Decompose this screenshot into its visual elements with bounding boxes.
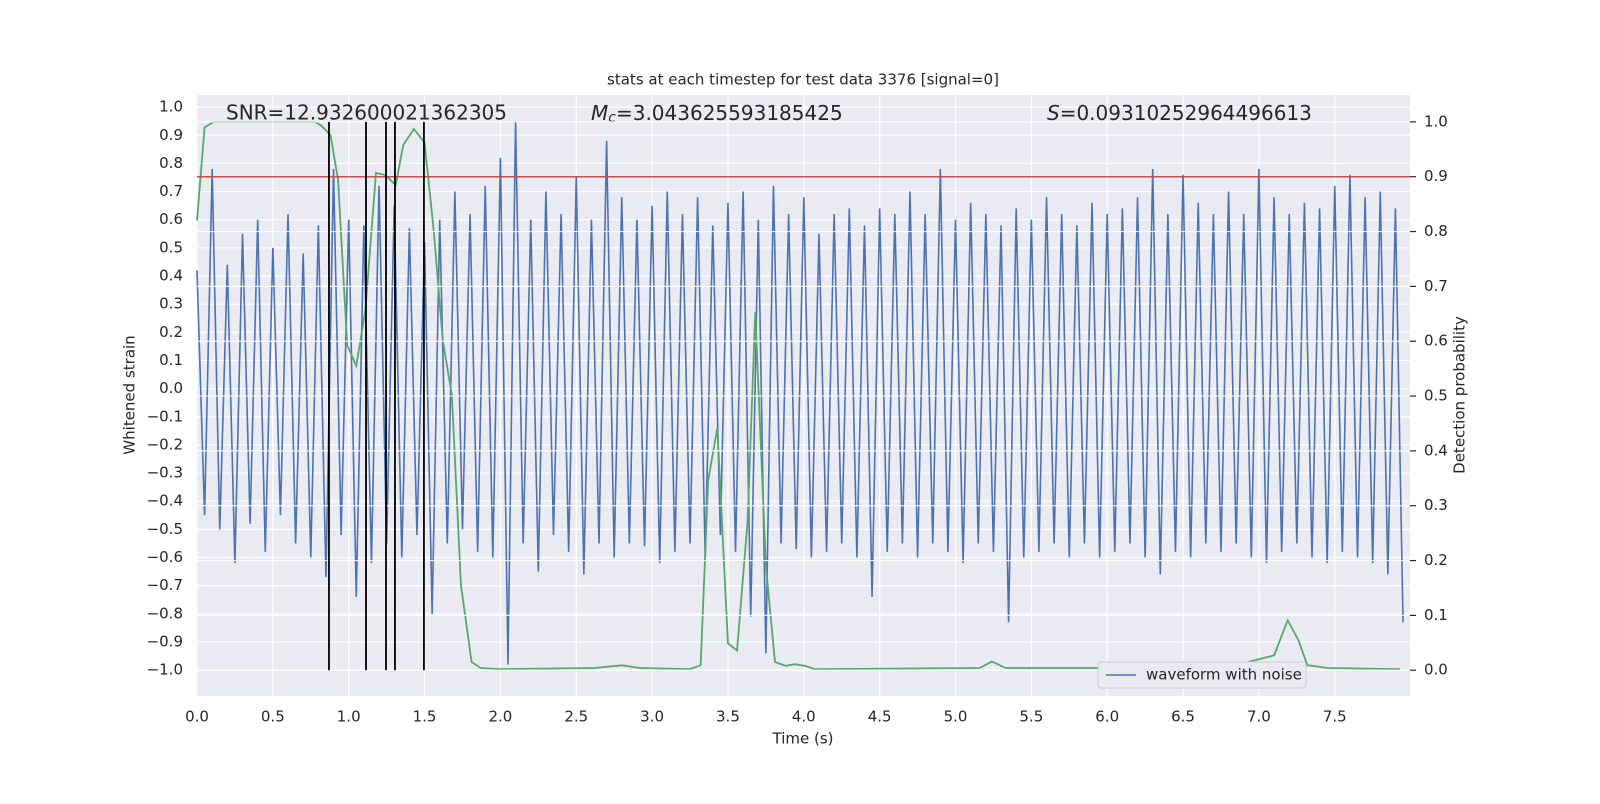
annotation: Mc=3.043625593185425 xyxy=(591,101,843,127)
y-tick-label: −1.0 xyxy=(147,661,183,679)
y2-tick-label: 0.9 xyxy=(1424,167,1448,185)
y-tick-label: −0.6 xyxy=(147,548,183,566)
x-tick-label: 0.5 xyxy=(261,708,285,726)
y-tick-label: 0.5 xyxy=(159,238,183,256)
x-tick-label: 4.5 xyxy=(868,708,892,726)
x-tick-label: 7.5 xyxy=(1323,708,1347,726)
y-tick-label: −0.5 xyxy=(147,520,183,538)
y2-tick-label: 0.7 xyxy=(1424,277,1448,295)
y-tick-label: 0.2 xyxy=(159,323,183,341)
y-axis-label: Whitened strain xyxy=(121,335,139,454)
y-tick-label: 0.8 xyxy=(159,154,183,172)
y2-tick-label: 0.4 xyxy=(1424,441,1448,459)
annotation: SNR=12.932600021362305 xyxy=(226,101,507,125)
annotation: S=0.09310252964496613 xyxy=(1047,101,1312,125)
annotation-symbol: M xyxy=(591,101,608,125)
chart-title: stats at each timestep for test data 337… xyxy=(607,71,999,89)
x-tick-label: 2.5 xyxy=(564,708,588,726)
y-tick-label: −0.7 xyxy=(147,576,183,594)
x-tick-label: 1.5 xyxy=(413,708,437,726)
y-tick-label: 0.4 xyxy=(159,267,183,285)
x-tick-label: 1.0 xyxy=(337,708,361,726)
y2-tick-label: 0.1 xyxy=(1424,606,1448,624)
annotation-text: =3.043625593185425 xyxy=(616,101,843,125)
x-tick-label: 0.0 xyxy=(185,708,209,726)
y2-tick-label: 0.5 xyxy=(1424,387,1448,405)
y2-tick-label: 0.6 xyxy=(1424,332,1448,350)
x-tick-label: 5.0 xyxy=(944,708,968,726)
annotation-text: =0.09310252964496613 xyxy=(1060,101,1312,125)
annotation-symbol: S xyxy=(1047,101,1060,125)
y2-tick-label: 0.2 xyxy=(1424,551,1448,569)
x-tick-label: 6.0 xyxy=(1095,708,1119,726)
x-tick-label: 7.0 xyxy=(1247,708,1271,726)
y2-tick-label: 0.0 xyxy=(1424,661,1448,679)
data-line xyxy=(196,121,1404,665)
y2-tick-label: 0.8 xyxy=(1424,222,1448,240)
y-tick-label: 0.1 xyxy=(159,351,183,369)
y-tick-label: −0.1 xyxy=(147,407,183,425)
x-tick-label: 3.5 xyxy=(716,708,740,726)
legend-label: waveform with noise xyxy=(1146,666,1302,684)
annotation-subscript: c xyxy=(608,110,616,126)
y-tick-label: 0.0 xyxy=(159,379,183,397)
y-tick-label: 0.7 xyxy=(159,182,183,200)
x-axis-label: Time (s) xyxy=(772,730,834,748)
x-tick-label: 2.0 xyxy=(488,708,512,726)
y2-axis-label: Detection probability xyxy=(1451,316,1469,474)
overlay: waveform with noise xyxy=(197,121,1410,689)
y2-tick-label: 0.3 xyxy=(1424,496,1448,514)
y-tick-label: −0.4 xyxy=(147,492,183,510)
y-tick-label: −0.2 xyxy=(147,435,183,453)
legend-box xyxy=(1097,661,1307,689)
x-tick-label: 6.5 xyxy=(1171,708,1195,726)
x-tick-label: 3.0 xyxy=(640,708,664,726)
x-tick-label: 4.0 xyxy=(792,708,816,726)
y-tick-label: 0.3 xyxy=(159,295,183,313)
y2-tick-label: 1.0 xyxy=(1424,112,1448,130)
y-tick-label: 0.6 xyxy=(159,210,183,228)
y-tick-label: −0.8 xyxy=(147,604,183,622)
y-tick-label: 1.0 xyxy=(159,98,183,116)
y-tick-label: −0.3 xyxy=(147,464,183,482)
y-tick-label: −0.9 xyxy=(147,632,183,650)
y-tick-label: 0.9 xyxy=(159,126,183,144)
x-tick-label: 5.5 xyxy=(1019,708,1043,726)
